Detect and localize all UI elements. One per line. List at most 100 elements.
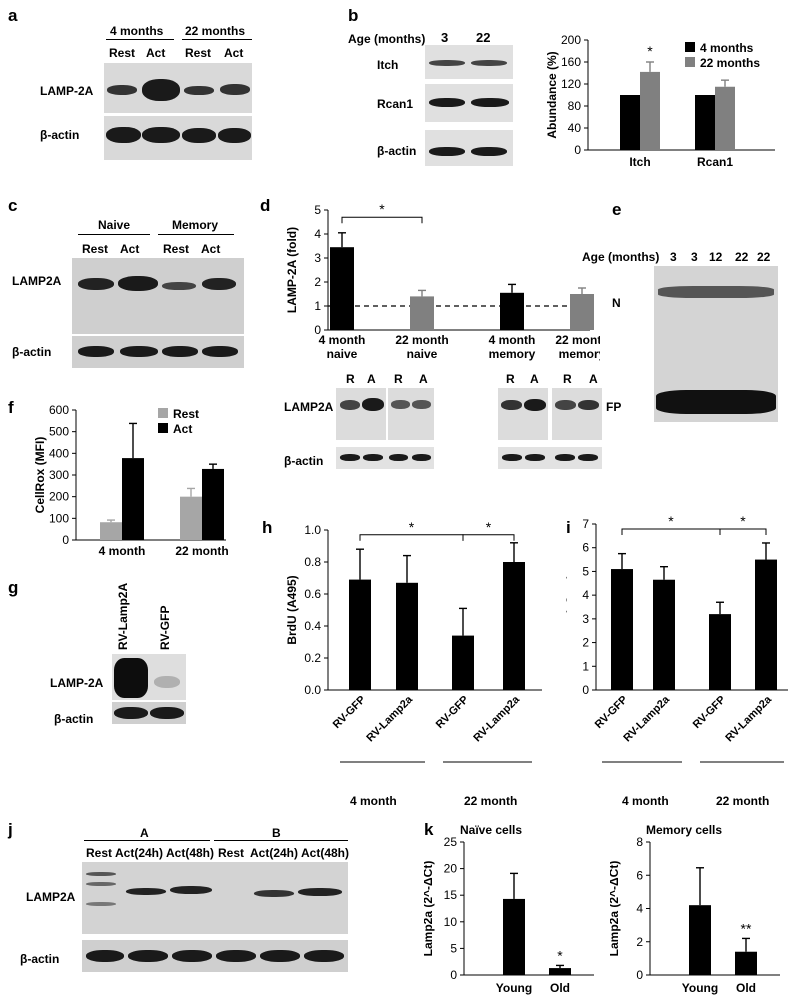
age-value: 3 bbox=[670, 250, 677, 264]
x-tick-label: RV-Lamp2a bbox=[621, 693, 672, 744]
significance-bracket bbox=[621, 528, 721, 535]
age-value: 3 bbox=[441, 30, 449, 45]
bar bbox=[611, 569, 633, 690]
bar bbox=[755, 559, 777, 690]
y-tick-label: 160 bbox=[561, 55, 581, 69]
bar bbox=[500, 292, 524, 330]
lane-label: Rest bbox=[218, 846, 245, 860]
bar bbox=[709, 614, 731, 690]
row-label: Itch bbox=[377, 58, 399, 72]
age-label: Age (months) bbox=[582, 250, 660, 264]
significance-mark: ** bbox=[741, 920, 752, 936]
lane-label: Rest bbox=[163, 242, 190, 256]
lane-label: Act bbox=[224, 46, 244, 60]
chart-title: Naïve cells bbox=[460, 823, 522, 837]
bar bbox=[122, 458, 144, 540]
y-axis-label: CellRox (MFI) bbox=[33, 437, 47, 514]
significance-mark: * bbox=[647, 43, 653, 59]
y-tick-label: 2 bbox=[636, 935, 643, 949]
y-axis-label: Lamp2a (2^-ΔCt) bbox=[424, 861, 435, 957]
x-tick-label: RV-Lamp2a bbox=[364, 693, 415, 744]
lane-label: A bbox=[530, 372, 539, 386]
group-underline bbox=[84, 840, 210, 841]
x-tick-label: memory bbox=[489, 347, 536, 361]
y-tick-label: 120 bbox=[561, 77, 581, 91]
panel-letter-j: j bbox=[8, 820, 13, 839]
group-label: 4 month bbox=[350, 794, 397, 808]
chart-i: 01234567IL-2 (ng/ml)RV-GFPRV-Lamp2aRV-GF… bbox=[566, 513, 788, 763]
lane-label: A bbox=[419, 372, 428, 386]
x-tick-label: Old bbox=[736, 981, 756, 995]
y-tick-label: 5 bbox=[314, 203, 321, 217]
y-tick-label: 6 bbox=[582, 541, 589, 555]
significance-bracket bbox=[719, 528, 767, 535]
y-tick-label: 1 bbox=[582, 659, 589, 673]
y-tick-label: 600 bbox=[49, 403, 69, 417]
row-label: LAMP2A bbox=[12, 274, 62, 288]
row-label: Rcan1 bbox=[377, 97, 414, 111]
western-blot bbox=[82, 862, 348, 934]
legend-label: 4 months bbox=[700, 41, 754, 55]
lane-label: Act bbox=[120, 242, 140, 256]
lane-label: RV-Lamp2A bbox=[116, 582, 130, 650]
y-tick-label: 1.0 bbox=[304, 523, 321, 537]
lane-label: Rest bbox=[86, 846, 113, 860]
x-tick-label: naive bbox=[327, 347, 358, 361]
western-blot bbox=[498, 447, 602, 469]
bar bbox=[640, 71, 660, 150]
lane-label: Act(48h) bbox=[301, 846, 350, 860]
y-axis-label: IL-2 (ng/ml) bbox=[566, 575, 567, 640]
lane-label: Act(24h) bbox=[250, 846, 299, 860]
chart-f: 0 100 200 300 400 500 600 CellRox (MFI) 4 month 2… bbox=[33, 403, 229, 558]
legend-swatch bbox=[685, 57, 695, 67]
y-tick-label: 7 bbox=[582, 517, 589, 531]
group-label: 4 months bbox=[110, 24, 164, 38]
y-tick-label: 0 bbox=[314, 323, 321, 337]
bar bbox=[503, 562, 525, 690]
y-tick-label: 400 bbox=[49, 446, 69, 460]
y-tick-label: 6 bbox=[636, 868, 643, 882]
western-blot bbox=[82, 940, 348, 972]
significance-mark: * bbox=[409, 519, 415, 535]
age-value: 12 bbox=[709, 250, 723, 264]
group-underline bbox=[182, 39, 252, 40]
y-tick-label: 0 bbox=[62, 533, 69, 547]
age-label: Age (months) bbox=[348, 32, 426, 46]
y-tick-label: 0 bbox=[582, 683, 589, 697]
x-tick-label: naive bbox=[407, 347, 438, 361]
y-tick-label: 5 bbox=[582, 564, 589, 578]
x-tick-label: 22 month bbox=[395, 333, 448, 347]
x-tick-label: RV-GFP bbox=[691, 694, 728, 731]
y-tick-label: 4 bbox=[636, 902, 643, 916]
western-blot bbox=[425, 130, 513, 166]
y-tick-label: 5 bbox=[450, 941, 457, 955]
bar bbox=[503, 898, 525, 975]
x-tick-label: 4 month bbox=[99, 544, 146, 558]
panel-letter-e: e bbox=[612, 200, 622, 219]
bar bbox=[330, 247, 354, 330]
legend-swatch bbox=[685, 42, 695, 52]
legend-label: Act bbox=[173, 422, 192, 436]
row-label: LAMP2A bbox=[26, 890, 76, 904]
y-tick-label: 40 bbox=[568, 121, 582, 135]
y-tick-label: 2 bbox=[314, 275, 321, 289]
marker-label: FP bbox=[606, 400, 622, 414]
western-blot bbox=[388, 388, 434, 440]
group-label: 22 month bbox=[716, 794, 770, 808]
panel-letter-h: h bbox=[262, 518, 273, 537]
y-tick-label: 8 bbox=[636, 835, 643, 849]
bar bbox=[396, 582, 418, 690]
x-tick-label: 4 month bbox=[489, 333, 536, 347]
legend-swatch bbox=[158, 423, 168, 433]
legend-label: Rest bbox=[173, 407, 199, 421]
group-label: 22 month bbox=[464, 794, 518, 808]
western-blot bbox=[72, 258, 244, 334]
row-label: β-actin bbox=[12, 345, 52, 359]
y-tick-label: 3 bbox=[314, 251, 321, 265]
group-label: 4 month bbox=[622, 794, 669, 808]
significance-mark: * bbox=[740, 513, 746, 529]
y-tick-label: 100 bbox=[49, 511, 69, 525]
y-tick-label: 200 bbox=[561, 33, 581, 47]
x-tick-label: memory bbox=[559, 347, 600, 361]
bar bbox=[735, 951, 757, 975]
